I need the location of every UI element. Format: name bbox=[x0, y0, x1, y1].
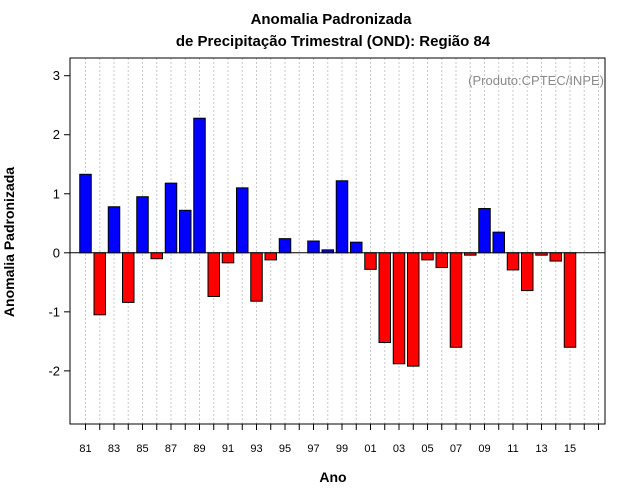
x-tick-label: 07 bbox=[450, 443, 462, 455]
x-tick-label: 15 bbox=[564, 443, 576, 455]
bar-84 bbox=[122, 252, 135, 303]
bar-85 bbox=[136, 196, 149, 254]
grid bbox=[85, 58, 599, 424]
x-tick-label: 03 bbox=[393, 443, 405, 455]
x-tick-label: 09 bbox=[478, 443, 490, 455]
x-axis-label: Ano bbox=[319, 469, 346, 485]
bar-11 bbox=[506, 252, 520, 271]
bar-14 bbox=[549, 252, 562, 262]
x-tick-label: 83 bbox=[108, 443, 120, 455]
chart-title-line1: Anomalia Padronizada bbox=[251, 11, 413, 28]
x-tick-label: 99 bbox=[336, 443, 348, 455]
bar-08 bbox=[464, 252, 477, 256]
product-credit: (Produto:CPTEC/INPE) bbox=[468, 73, 604, 88]
bar-88 bbox=[179, 209, 192, 254]
bar-10 bbox=[492, 231, 505, 254]
bar-90 bbox=[207, 252, 220, 297]
bar-06 bbox=[435, 252, 448, 269]
bar-92 bbox=[236, 187, 249, 254]
bar-87 bbox=[164, 182, 178, 254]
bar-86 bbox=[150, 252, 163, 260]
y-axis-label: Anomalia Padronizada bbox=[1, 167, 17, 317]
x-tick-label: 11 bbox=[507, 443, 518, 455]
x-tick-label: 89 bbox=[193, 443, 205, 455]
bar-03 bbox=[392, 252, 406, 365]
x-tick-label: 97 bbox=[307, 443, 319, 455]
x-tick-label: 91 bbox=[222, 443, 234, 455]
x-tick-label: 85 bbox=[136, 443, 148, 455]
y-axis: 3 2 1 0 -1 -2 bbox=[48, 68, 70, 378]
plot-frame bbox=[69, 57, 606, 425]
x-tick-label: 93 bbox=[250, 443, 262, 455]
x-tick-label: 05 bbox=[421, 443, 433, 455]
bar-12 bbox=[521, 252, 534, 292]
bar-93 bbox=[250, 252, 263, 302]
bar-98 bbox=[321, 249, 334, 254]
bar-99 bbox=[335, 180, 349, 254]
bar-07 bbox=[449, 252, 463, 348]
y-tick-label: 1 bbox=[53, 186, 60, 201]
bar-95 bbox=[278, 238, 292, 254]
bar-02 bbox=[378, 252, 391, 344]
bar-13 bbox=[535, 252, 548, 256]
y-tick-label: 2 bbox=[53, 127, 60, 142]
bar-01 bbox=[364, 252, 377, 270]
x-tick-label: 87 bbox=[165, 443, 177, 455]
bar-91 bbox=[221, 252, 235, 264]
bar-81 bbox=[79, 173, 92, 254]
bar-97 bbox=[307, 240, 320, 254]
x-tick-label: 95 bbox=[279, 443, 291, 455]
x-axis: 81 83 85 87 89 91 93 95 97 99 01 03 05 07 09 11 13 15 bbox=[79, 424, 599, 455]
y-tick-label: 3 bbox=[53, 68, 60, 83]
x-tick-label: 13 bbox=[535, 443, 547, 455]
bar-09 bbox=[478, 208, 491, 254]
bar-94 bbox=[264, 252, 277, 261]
y-tick-label: -2 bbox=[48, 363, 60, 378]
bar-82 bbox=[93, 252, 106, 316]
bar-15 bbox=[563, 252, 577, 348]
bars bbox=[79, 117, 577, 367]
x-tick-label: 01 bbox=[364, 443, 376, 455]
chart-title-line2: de Precipitação Trimestral (OND): Região… bbox=[176, 33, 491, 50]
x-tick-label: 81 bbox=[79, 443, 91, 455]
bar-89 bbox=[193, 117, 206, 254]
bar-00 bbox=[350, 241, 363, 254]
bar-05 bbox=[421, 252, 434, 261]
y-tick-label: 0 bbox=[53, 245, 60, 260]
bar-83 bbox=[107, 206, 121, 254]
y-tick-label: -1 bbox=[48, 304, 60, 319]
bar-04 bbox=[407, 252, 420, 367]
